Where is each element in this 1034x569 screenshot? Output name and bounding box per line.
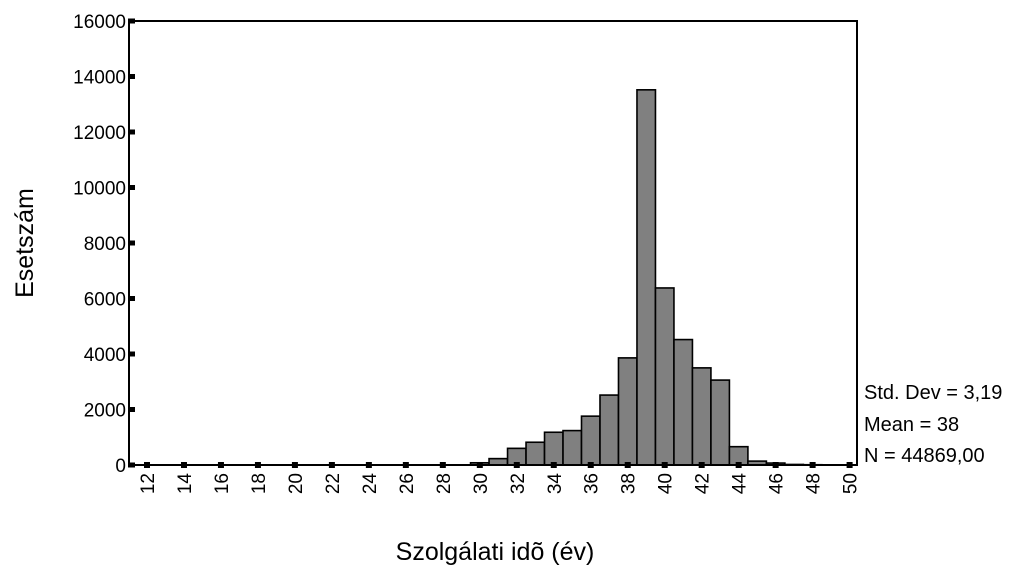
x-tick-label: 46 <box>767 473 788 494</box>
histogram-bar-36 <box>580 415 601 466</box>
x-tick-label: 42 <box>693 473 714 494</box>
stat-std-dev: Std. Dev = 3,19 <box>864 382 1002 404</box>
x-tick-label: 32 <box>508 473 529 494</box>
stat-n: N = 44869,00 <box>864 445 985 467</box>
x-tick-mark <box>513 462 520 468</box>
x-tick-mark <box>698 462 705 468</box>
x-tick-label: 48 <box>804 473 825 494</box>
x-tick-mark <box>809 462 816 468</box>
y-tick-label: 16000 <box>73 12 126 33</box>
y-tick-mark <box>128 351 135 357</box>
x-tick-mark <box>772 462 779 468</box>
y-tick-label: 10000 <box>73 179 126 200</box>
histogram-bar-43 <box>710 379 731 466</box>
x-tick-label: 24 <box>360 473 381 495</box>
histogram-bar-38 <box>617 357 638 466</box>
histogram-bar-40 <box>654 287 675 466</box>
y-tick-mark <box>128 296 135 301</box>
x-tick-mark <box>402 462 409 468</box>
x-tick-label: 12 <box>138 473 159 494</box>
x-tick-label: 14 <box>175 473 196 495</box>
x-tick-mark <box>365 462 372 468</box>
statistics-box: Std. Dev = 3,19 Mean = 38 N = 44869,00 <box>864 382 1002 467</box>
x-tick-mark <box>144 462 150 468</box>
histogram-bar-42 <box>691 367 712 466</box>
y-tick-label: 12000 <box>73 123 126 144</box>
y-tick-mark <box>128 74 135 79</box>
y-tick-mark <box>128 462 135 468</box>
x-tick-label: 22 <box>323 473 344 494</box>
y-tick-label: 4000 <box>84 345 126 366</box>
histogram-bar-37 <box>599 394 620 466</box>
plot-frame <box>128 20 858 466</box>
x-tick-label: 26 <box>397 473 418 494</box>
x-tick-mark <box>550 462 557 468</box>
histogram-bar-41 <box>673 338 694 466</box>
y-tick-label: 2000 <box>84 401 126 422</box>
x-axis-title: Szolgálati idõ (év) <box>396 538 595 566</box>
y-tick-mark <box>128 18 135 24</box>
x-axis: 12 14 16 18 20 22 24 26 28 30 32 34 36 38 40 42 44 46 48 50 <box>138 462 862 494</box>
histogram-bar-39 <box>636 89 657 466</box>
x-tick-label: 30 <box>471 473 492 494</box>
y-tick-mark <box>128 129 135 135</box>
x-tick-mark <box>587 462 594 468</box>
x-tick-mark <box>328 462 335 468</box>
histogram-bar-34 <box>543 431 564 466</box>
x-tick-label: 44 <box>730 473 751 495</box>
x-tick-mark <box>624 462 631 468</box>
x-tick-label: 18 <box>249 473 270 494</box>
y-tick-label: 6000 <box>84 290 126 311</box>
y-tick-mark <box>128 185 135 190</box>
x-tick-label: 28 <box>434 473 455 494</box>
x-tick-mark <box>180 462 187 468</box>
x-tick-label: 36 <box>582 473 603 494</box>
histogram-bar-33 <box>525 441 546 466</box>
x-tick-mark <box>291 462 298 468</box>
stat-mean: Mean = 38 <box>864 414 959 436</box>
x-tick-label: 38 <box>619 473 640 494</box>
x-tick-mark <box>476 462 483 468</box>
y-tick-label: 8000 <box>84 234 126 255</box>
x-tick-label: 50 <box>841 473 862 494</box>
y-axis: 0 2000 4000 6000 8000 10000 12000 14000 16000 <box>73 12 135 477</box>
y-tick-label: 0 <box>115 456 126 477</box>
x-tick-label: 20 <box>286 473 307 494</box>
x-tick-mark <box>217 462 224 468</box>
x-tick-label: 34 <box>545 473 566 495</box>
y-tick-label: 14000 <box>73 68 126 89</box>
histogram-bar-35 <box>562 429 583 466</box>
x-tick-mark <box>735 462 742 468</box>
x-tick-label: 16 <box>212 473 233 494</box>
y-tick-mark <box>128 407 135 412</box>
x-tick-mark <box>661 462 668 468</box>
y-axis-title: Esetszám <box>11 188 39 298</box>
x-tick-mark <box>254 462 261 468</box>
y-tick-mark <box>128 240 135 246</box>
x-tick-mark <box>846 462 853 468</box>
x-tick-mark <box>439 462 446 468</box>
x-tick-label: 40 <box>656 473 677 494</box>
histogram-bars <box>469 89 842 466</box>
